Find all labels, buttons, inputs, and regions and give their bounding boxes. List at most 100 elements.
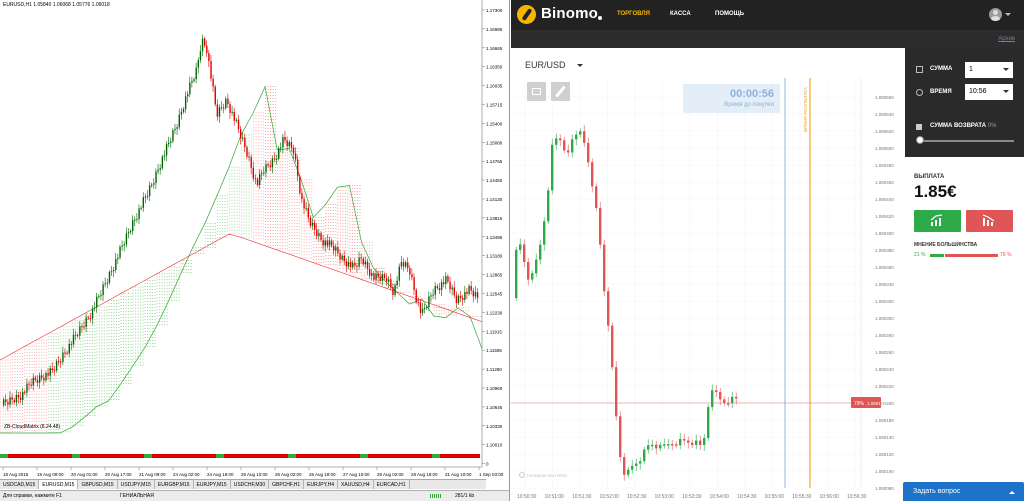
candle-body — [699, 440, 702, 445]
symbol-tab[interactable]: EURJPY,M15 — [194, 480, 231, 489]
symbol-tab[interactable]: EURJPY,H4 — [304, 480, 339, 489]
signal-bar — [208, 454, 216, 458]
candle-body — [89, 317, 92, 319]
candle-body — [457, 295, 460, 304]
signal-bar — [224, 454, 232, 458]
asset-selector[interactable]: EUR/USD — [525, 60, 566, 70]
candle-body — [246, 147, 248, 157]
candle-body — [142, 197, 145, 208]
drawing-tools-button[interactable] — [551, 82, 570, 101]
return-slider[interactable] — [919, 140, 1014, 142]
candle-body — [106, 282, 109, 284]
price-tick-label: 1.080100 — [875, 469, 894, 474]
candle-body — [404, 262, 407, 267]
candle-body — [643, 449, 646, 462]
nav-cashier[interactable]: КАССА — [670, 11, 691, 17]
candle-body — [723, 399, 726, 404]
symbol-tab[interactable]: GBPCHF,H1 — [269, 480, 305, 489]
candle-body — [220, 107, 223, 109]
symbol-tab[interactable]: EURUSD,M15 — [39, 480, 79, 489]
candle-body — [543, 221, 546, 245]
nav-trading[interactable]: ТОРГОВЛЯ — [617, 11, 650, 17]
symbol-tab[interactable]: USDJPY,M15 — [118, 480, 155, 489]
candle-body — [206, 45, 208, 54]
brand-name[interactable]: Binomo — [541, 5, 599, 22]
symbol-tab[interactable]: GBPUSD,M15 — [78, 480, 118, 489]
candle-body — [567, 150, 570, 153]
signal-bar — [464, 454, 472, 458]
signal-bar — [128, 454, 136, 458]
signal-bar — [152, 454, 160, 458]
candle-body — [679, 438, 682, 446]
amount-input[interactable]: 1 — [965, 62, 1013, 78]
candle-body — [280, 147, 282, 149]
signal-bar — [336, 454, 344, 458]
candle-body — [663, 444, 666, 446]
expiry-time-select[interactable]: 10:56 — [965, 84, 1013, 100]
symbol-tab[interactable]: EURCAD,H1 — [374, 480, 410, 489]
signal-bar — [168, 454, 176, 458]
candle-body — [421, 308, 424, 313]
call-up-button[interactable] — [914, 210, 961, 232]
binomo-logo-icon[interactable] — [517, 5, 536, 24]
candle-body — [472, 290, 475, 297]
candle-body — [153, 183, 155, 185]
ask-question-button[interactable]: Задать вопрос — [903, 482, 1024, 501]
symbol-tab[interactable]: USDCHF,M30 — [231, 480, 270, 489]
symbol-tab[interactable]: EURGBP,M15 — [155, 480, 194, 489]
candle-body — [148, 185, 151, 196]
candle-body — [216, 104, 219, 117]
time-tick-label: 10:52:00 — [600, 494, 620, 500]
symbol-tab[interactable]: XAUUSD,H4 — [338, 480, 374, 489]
candle-body — [659, 444, 662, 449]
candle-body — [60, 361, 62, 363]
candle-body — [320, 233, 322, 240]
candle-body — [563, 140, 566, 151]
candle-body — [229, 104, 231, 113]
price-tick-label: 1.080260 — [875, 350, 894, 355]
price-tick-label: 1.13180 — [486, 254, 503, 259]
candle-body — [436, 286, 439, 289]
put-down-button[interactable] — [966, 210, 1013, 232]
signal-bar — [72, 454, 80, 458]
signal-bar — [88, 454, 96, 458]
chevron-down-icon[interactable] — [1005, 13, 1011, 16]
candle-body — [364, 261, 367, 265]
signal-bar — [320, 454, 328, 458]
symbol-tab[interactable]: USDCAD,M15 — [0, 480, 40, 489]
chevron-down-icon[interactable] — [577, 64, 583, 67]
archive-link[interactable]: Архив — [998, 36, 1015, 42]
candle-body — [282, 136, 284, 148]
nav-help[interactable]: ПОМОЩЬ — [715, 11, 745, 17]
return-checkbox[interactable] — [916, 124, 922, 130]
candle-body — [434, 286, 436, 295]
candle-body — [703, 438, 706, 445]
time-tick-label: 24 Aug 02:00 — [173, 472, 200, 477]
signal-bar — [240, 454, 248, 458]
candle-body — [127, 232, 130, 234]
candle-body — [34, 377, 37, 381]
candle-body — [184, 96, 187, 110]
time-tick-label: 18 Aug 2015 — [3, 472, 29, 477]
candle-body — [333, 245, 335, 251]
candle-body — [396, 280, 398, 286]
return-slider-handle[interactable] — [916, 136, 924, 144]
candle-body — [432, 294, 434, 296]
candle-body — [38, 375, 41, 383]
avatar-icon[interactable] — [989, 8, 1002, 21]
time-label: ВРЕМЯ — [930, 89, 952, 95]
candle-body — [326, 240, 329, 246]
candle-body — [388, 279, 390, 282]
candle-body — [55, 361, 58, 371]
price-tick-label: 1.11595 — [486, 348, 502, 353]
candle-body — [531, 273, 534, 280]
candle-body — [547, 190, 550, 222]
binomo-price-chart[interactable]: 1.080560 1.080540 1.080520 1.080500 1.080480… — [511, 48, 905, 501]
candle-body — [254, 178, 257, 180]
candle-body — [132, 220, 134, 231]
candle-body — [587, 142, 590, 163]
candle-body — [225, 98, 227, 109]
chart-type-button[interactable] — [527, 82, 546, 101]
ichimoku-price-chart[interactable]: 1.17300 1.16985 1.16665 1.16350 1.16035 1.157… — [0, 0, 510, 501]
candle-body — [402, 262, 405, 267]
